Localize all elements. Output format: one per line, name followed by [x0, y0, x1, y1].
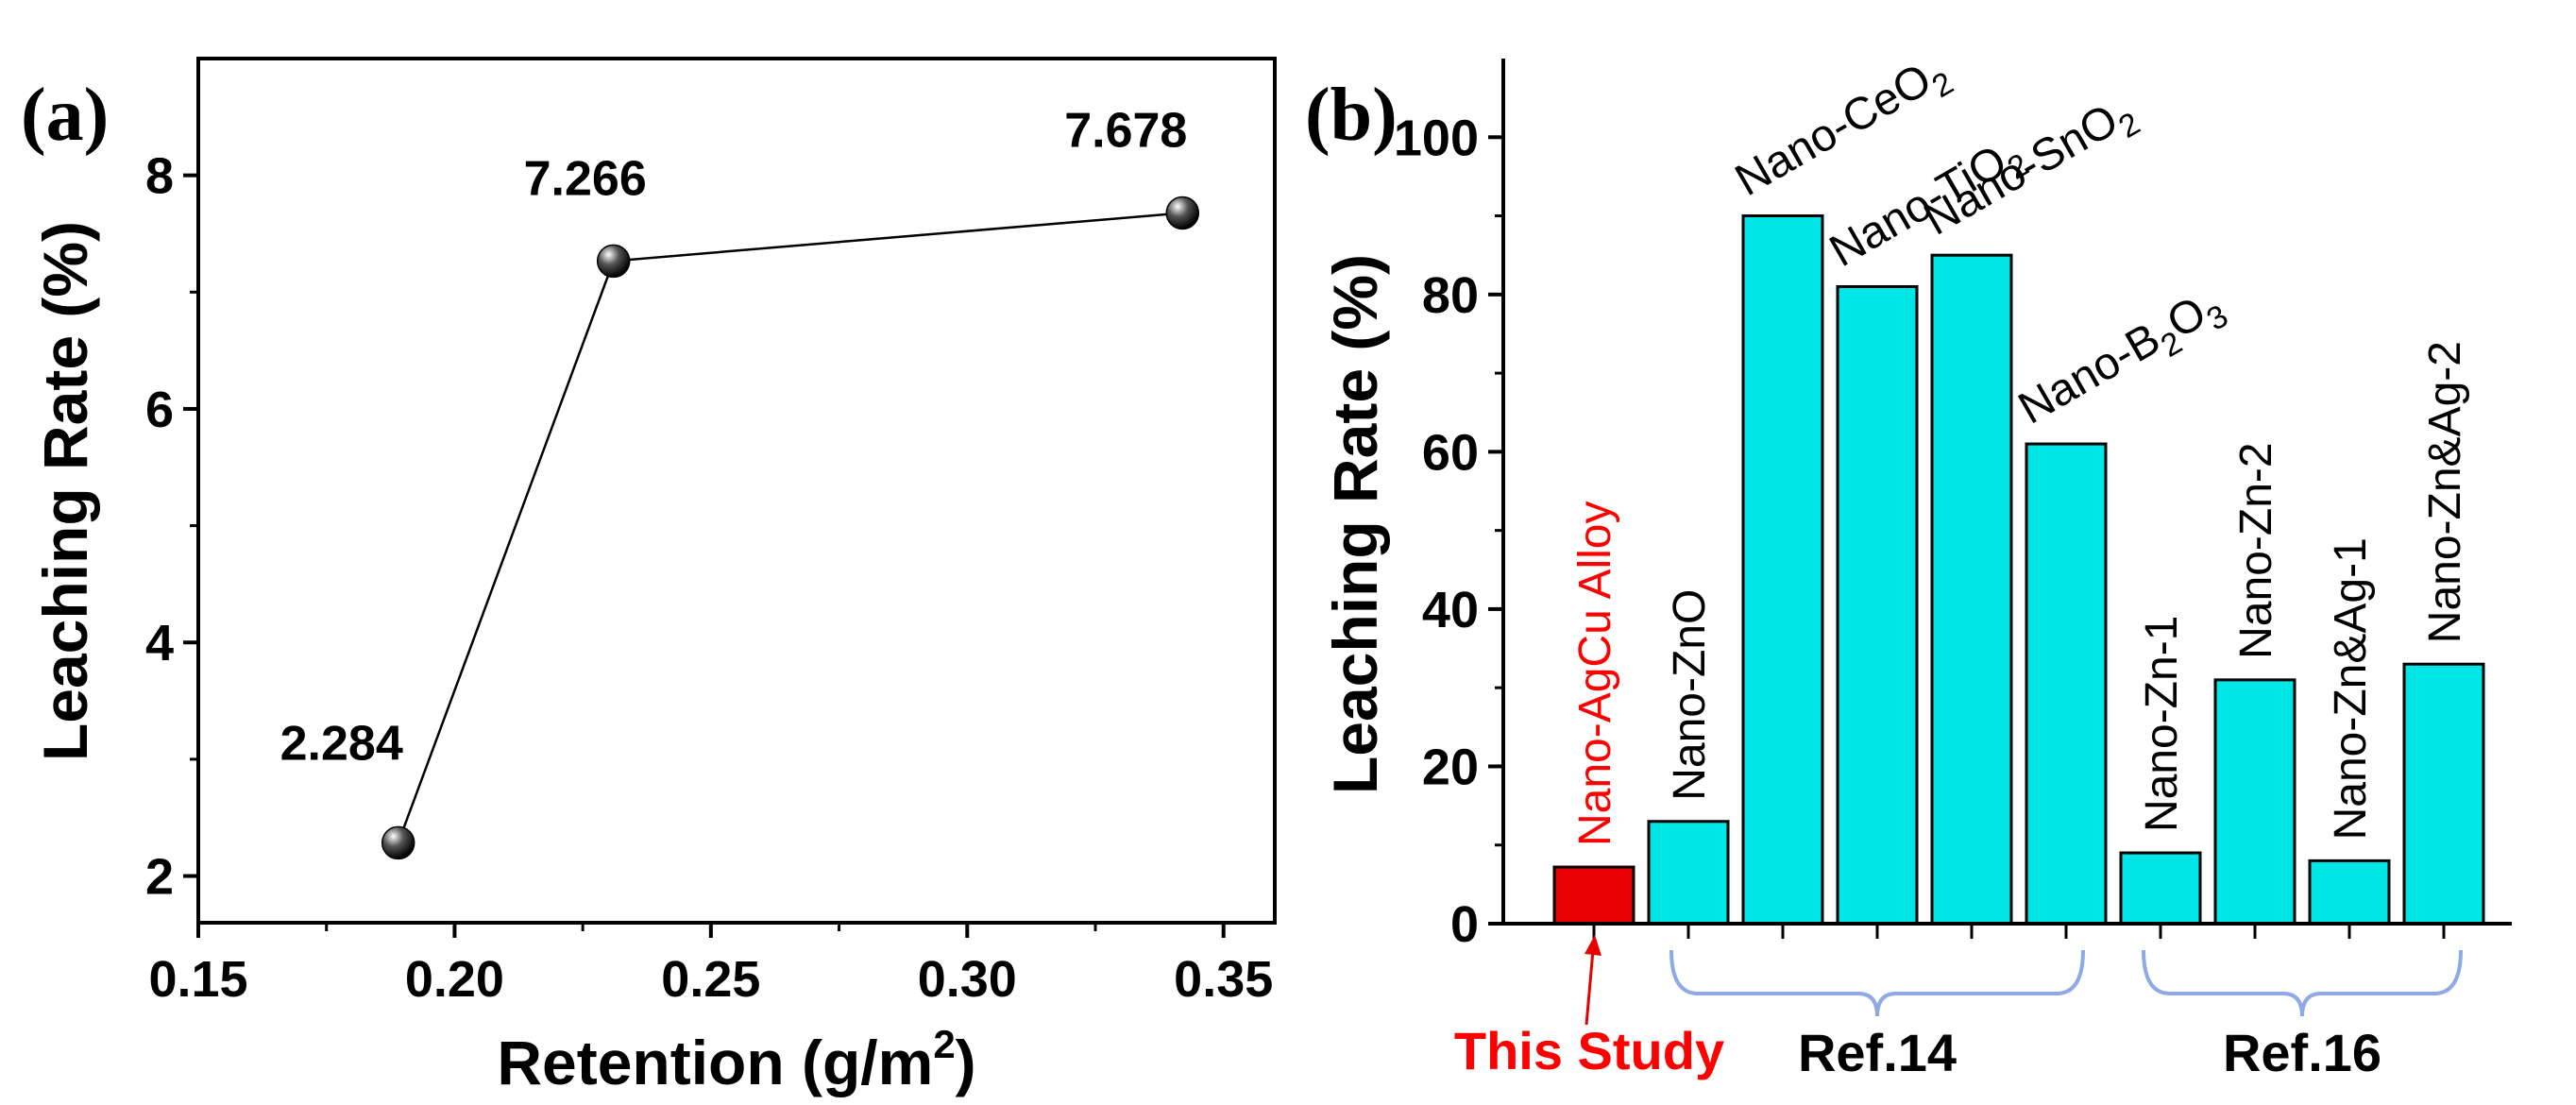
bar: [1741, 214, 1824, 926]
y-tick-label: 100: [1394, 110, 1479, 166]
y-tick-label: 60: [1422, 424, 1479, 481]
y-tick-label: 4: [145, 615, 174, 672]
panel-a-ticks: 0.15 0.20 0.25 0.30 0.35 2 4 6 8: [145, 148, 1273, 1008]
y-tick-label: 20: [1422, 739, 1479, 795]
panel-a-y-axis-title: Leaching Rate (%): [30, 221, 100, 761]
bar-label-text: Nano-ZnO: [1665, 589, 1715, 801]
panel-a-series: 2.284 7.266 7.678: [280, 103, 1200, 860]
group-bracket: [1669, 949, 2085, 1017]
bar: [2402, 662, 2485, 926]
panel-b-ticks: 0 20 40 60 80 100: [1394, 110, 2446, 953]
group-label: Ref.16: [2223, 1023, 2381, 1082]
panel-a-label: (a): [21, 74, 109, 157]
y-tick-label: 40: [1422, 582, 1479, 638]
panel-a: (a) 0.15 0.20 0.25 0.30 0.35 2 4 6 8 2.284 7.266 7…: [21, 57, 1277, 1097]
data-point-label: 7.266: [524, 151, 647, 206]
bar-label: Nano-Zn-2: [2231, 442, 2281, 658]
x-tick-label: 0.20: [405, 951, 504, 1008]
data-point: [1165, 196, 1200, 230]
bar-label-text: Nano-Zn&Ag-2: [2420, 341, 2470, 643]
panel-a-x-axis-title: Retention (g/m2): [497, 1022, 975, 1097]
bar-label-text: Nano-Zn-2: [2231, 442, 2281, 658]
bar: [1552, 865, 1635, 926]
bar: [2308, 858, 2391, 926]
bar-label: Nano-AgCu Alloy: [1570, 502, 1620, 847]
y-tick-label: 2: [145, 849, 174, 906]
bar-label-text: Nano-Zn&Ag-1: [2326, 537, 2376, 840]
y-tick-label: 80: [1422, 267, 1479, 324]
x-tick-label: 0.25: [661, 951, 760, 1008]
x-tick-label: 0.35: [1174, 951, 1273, 1008]
panel-b-axes: [1501, 59, 2512, 926]
x-tick-label: 0.15: [148, 951, 247, 1008]
panel-b-groups: This Study Ref.14 Ref.16: [1454, 935, 2463, 1082]
bar-label: Nano-Zn&Ag-1: [2326, 537, 2376, 840]
data-point-label: 2.284: [280, 716, 403, 771]
arrow-head: [1585, 935, 1602, 956]
panel-a-frame: [196, 57, 1277, 925]
panel-b: (b) 0 20 40 60 80 100 Nano-AgCu Alloy Nano-ZnO…: [1305, 54, 2512, 1082]
panel-b-bars: Nano-AgCu Alloy Nano-ZnONano-CeO2Nano-TiO…: [1552, 54, 2485, 926]
y-tick-label: 6: [145, 382, 174, 438]
bar: [2119, 851, 2202, 926]
bar-label: Nano-B2O3: [2010, 279, 2234, 442]
data-point-label: 7.678: [1064, 103, 1187, 158]
y-tick-label: 0: [1450, 896, 1479, 953]
group-bracket: [2142, 949, 2463, 1017]
bar: [1836, 284, 1919, 926]
bar-label: Nano-Zn&Ag-2: [2420, 341, 2470, 643]
bar-label: Nano-Zn-1: [2137, 616, 2187, 832]
bar-label: Nano-ZnO: [1665, 589, 1715, 801]
data-point: [381, 825, 415, 860]
panel-b-label: (b): [1305, 74, 1398, 157]
bar: [1930, 253, 2013, 926]
group-label: This Study: [1454, 1021, 1724, 1080]
bar: [2213, 678, 2296, 926]
x-tick-label: 0.30: [918, 951, 1017, 1008]
bar: [2025, 442, 2108, 926]
bar-label-text: Nano-B: [2010, 314, 2168, 434]
group-label: Ref.14: [1798, 1023, 1957, 1082]
bar-label-text: Nano-AgCu Alloy: [1570, 502, 1620, 847]
bar: [1647, 820, 1730, 926]
y-tick-label: 8: [145, 148, 174, 205]
panel-b-y-axis-title: Leaching Rate (%): [1320, 254, 1390, 794]
data-point: [596, 244, 631, 279]
series-line: [397, 212, 1183, 843]
bar-label-text: Nano-Zn-1: [2137, 616, 2187, 832]
